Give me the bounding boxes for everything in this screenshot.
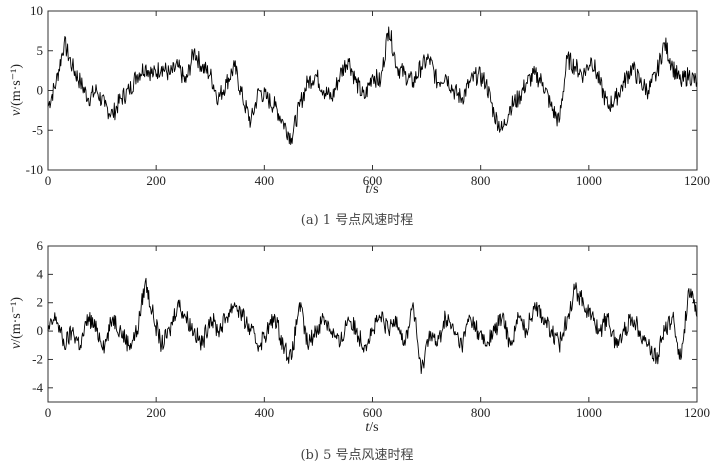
x-tick-label-a-0: 0 [45, 173, 52, 188]
plot-frame-b [47, 245, 698, 403]
y-tick-label-b-3: 2 [37, 295, 44, 310]
y-tick-label-b-0: -4 [32, 380, 43, 395]
x-tick-label-b-3: 600 [363, 405, 383, 420]
x-tick-label-b-0: 0 [45, 405, 52, 420]
x-tick-label-a-1: 200 [146, 173, 166, 188]
series-line-a-0 [47, 26, 698, 145]
x-tick-label-a-5: 1000 [576, 173, 602, 188]
x-tick-label-a-4: 800 [471, 173, 491, 188]
x-tick-label-a-2: 400 [255, 173, 275, 188]
chart-panel-b: 0 200 400 600 800 1000 1200 -4 -2 0 2 4 6 (b) 5 号点风速… [9, 238, 710, 463]
series-line-b-0 [47, 277, 698, 375]
y-tick-label-a-1: -5 [32, 122, 43, 137]
y-axis-label-a: v/(m·s⁻¹) [9, 64, 24, 116]
y-tick-label-b-2: 0 [37, 323, 44, 338]
plot-area-b: 0 200 400 600 800 1000 1200 -4 -2 0 2 4 6 [32, 238, 710, 420]
x-tick-label-b-5: 1000 [576, 405, 602, 420]
x-axis-label-a: t/s [365, 182, 378, 197]
x-axis-var-b: t [365, 420, 370, 435]
x-axis-unit-b: /s [369, 420, 378, 435]
x-tick-label-a-6: 1200 [684, 173, 710, 188]
plot-area-a: 0 200 400 600 800 1000 1200 -10 -5 0 5 10 [26, 3, 710, 188]
y-axis-label-b: v/(m·s⁻¹) [9, 297, 24, 349]
y-tick-label-a-0: -10 [26, 162, 43, 177]
x-tick-label-b-4: 800 [471, 405, 491, 420]
x-tick-label-b-6: 1200 [684, 405, 710, 420]
x-tick-label-a-3: 600 [363, 173, 383, 188]
y-axis-var-b: v [9, 342, 24, 349]
x-tick-label-b-1: 200 [146, 405, 166, 420]
y-tick-label-a-4: 10 [30, 3, 43, 18]
caption-a: (a) 1 号点风速时程 [301, 213, 413, 228]
x-axis-var-a: t [365, 182, 370, 197]
y-tick-label-b-5: 6 [37, 238, 44, 253]
y-axis-var-a: v [9, 109, 24, 116]
x-axis-label-b: t/s [365, 420, 378, 435]
y-tick-label-b-1: -2 [32, 351, 43, 366]
x-tick-label-b-2: 400 [255, 405, 275, 420]
x-axis-unit-a: /s [369, 182, 378, 197]
y-axis-unit-b: /(m·s⁻¹) [9, 297, 24, 343]
y-tick-label-a-3: 5 [37, 43, 44, 58]
y-axis-unit-a: /(m·s⁻¹) [9, 64, 24, 110]
y-tick-label-a-2: 0 [37, 83, 44, 98]
y-tick-label-b-4: 4 [37, 266, 44, 281]
caption-b: (b) 5 号点风速时程 [300, 448, 413, 463]
plot-frame-a [47, 10, 698, 171]
chart-panel-a: 0 200 400 600 800 1000 1200 -10 -5 0 5 10 (a) 1 号点风… [9, 3, 710, 228]
